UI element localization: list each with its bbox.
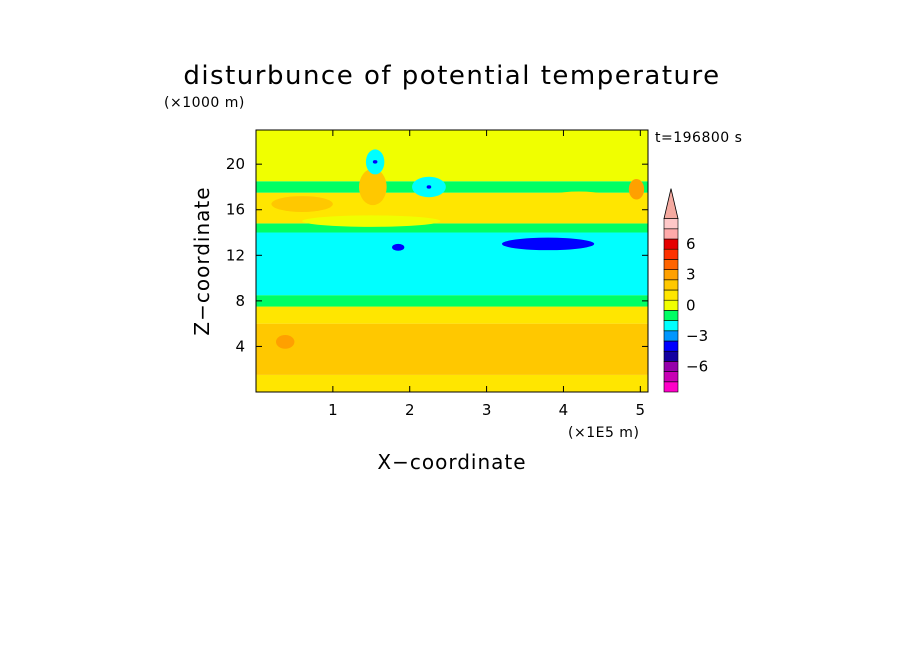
time-label: t=196800 s bbox=[655, 130, 742, 146]
contour-band bbox=[256, 181, 648, 193]
colorbar-label: 0 bbox=[686, 296, 696, 314]
x-unit-label: (×1E5 m) bbox=[568, 425, 639, 441]
contour-feature bbox=[302, 215, 441, 227]
x-tick-label: 5 bbox=[636, 401, 646, 419]
colorbar-segment bbox=[663, 361, 679, 372]
colorbar-segment bbox=[663, 381, 679, 393]
contour-band bbox=[256, 130, 648, 182]
colorbar-segment bbox=[663, 228, 679, 240]
contour-feature bbox=[271, 196, 333, 213]
contour-band bbox=[256, 295, 648, 307]
x-tick-label: 2 bbox=[405, 401, 415, 419]
contour-feature bbox=[540, 191, 618, 210]
colorbar-segment bbox=[663, 289, 679, 301]
y-tick-label: 16 bbox=[226, 201, 245, 219]
y-tick-label: 4 bbox=[235, 337, 245, 355]
chart-title: disturbunce of potential temperature bbox=[183, 61, 720, 91]
colorbar-label: −6 bbox=[686, 358, 708, 376]
colorbar-segment bbox=[663, 330, 679, 342]
colorbar-segment bbox=[663, 299, 679, 311]
contour-band bbox=[256, 374, 648, 392]
colorbar-segment bbox=[663, 269, 679, 281]
y-tick-label: 20 bbox=[226, 155, 245, 173]
y-unit-label: (×1000 m) bbox=[164, 95, 245, 111]
colorbar-segment bbox=[663, 218, 679, 230]
contour-feature bbox=[275, 335, 295, 349]
colorbar-segment bbox=[663, 238, 679, 250]
x-axis-ticks: 1 2 3 4 5 bbox=[328, 130, 645, 419]
colorbar-segment bbox=[663, 259, 679, 270]
x-tick-label: 3 bbox=[482, 401, 492, 419]
contour-band bbox=[256, 323, 648, 375]
colorbar-segment bbox=[663, 279, 679, 291]
y-axis-ticks: 4 8 12 16 20 bbox=[226, 155, 648, 355]
contour-feature bbox=[501, 237, 595, 251]
contour-band bbox=[256, 306, 648, 324]
colorbar-label: 3 bbox=[686, 266, 696, 284]
colorbar-label: −3 bbox=[686, 327, 708, 345]
colorbar: −6 −3 0 3 6 bbox=[663, 188, 708, 393]
colorbar-segment bbox=[663, 350, 679, 362]
contour-feature bbox=[358, 168, 387, 206]
colorbar-label: 6 bbox=[686, 235, 696, 253]
contour-feature bbox=[392, 243, 405, 251]
plot-area bbox=[256, 130, 648, 392]
colorbar-segment bbox=[663, 340, 679, 352]
colorbar-segment bbox=[663, 310, 679, 321]
colorbar-segment bbox=[663, 371, 679, 383]
contour-feature bbox=[628, 178, 645, 200]
contour-feature bbox=[426, 185, 432, 189]
y-tick-label: 8 bbox=[235, 292, 245, 310]
colorbar-segment bbox=[663, 248, 679, 260]
contour-feature bbox=[372, 160, 378, 164]
colorbar-segment bbox=[663, 320, 679, 332]
y-tick-label: 12 bbox=[226, 246, 245, 264]
plot-frame bbox=[255, 129, 649, 393]
colorbar-extend-arrow bbox=[663, 188, 679, 220]
x-tick-label: 1 bbox=[328, 401, 338, 419]
y-axis-label: Z−coordinate bbox=[190, 186, 214, 335]
x-tick-label: 4 bbox=[559, 401, 569, 419]
contour-band bbox=[256, 223, 648, 233]
x-axis-label: X−coordinate bbox=[377, 450, 526, 474]
